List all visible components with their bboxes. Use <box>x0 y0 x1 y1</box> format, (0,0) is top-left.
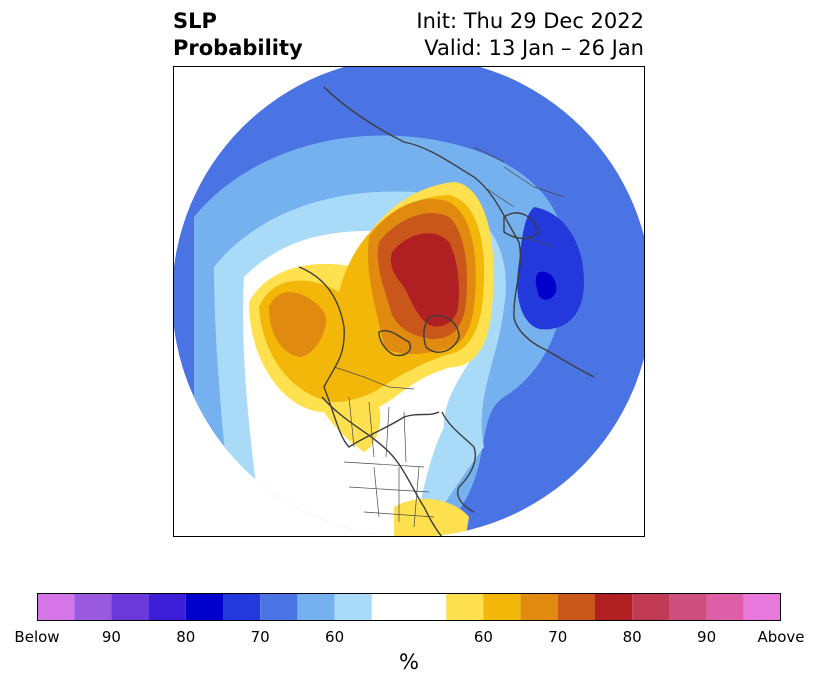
colorbar-tick-label: 70 <box>548 628 568 646</box>
colorbar-swatches <box>37 593 781 621</box>
us-west-coast <box>321 396 443 536</box>
colorbar-tick-label: 80 <box>176 628 196 646</box>
colorbar-tick-label: 90 <box>697 628 717 646</box>
blue-75 <box>517 207 584 330</box>
colorbar-swatch <box>595 593 633 621</box>
colorbar-swatch <box>111 593 149 621</box>
colorbar-swatch <box>520 593 558 621</box>
canada-us-border <box>333 366 415 390</box>
greenland-coast <box>423 315 460 353</box>
colorbar-swatch <box>557 593 595 621</box>
colorbar-swatch <box>185 593 223 621</box>
colorbar-tick-label: 60 <box>473 628 493 646</box>
province-borders <box>348 396 407 463</box>
eurasia-borders <box>473 146 565 248</box>
eurasia-coast <box>323 86 595 378</box>
colorbar-swatch <box>148 593 186 621</box>
title-variable: SLP <box>173 9 217 33</box>
map-title: SLP Probability <box>173 8 303 62</box>
colorbar-swatch <box>669 593 707 621</box>
forecast-dates: Init: Thu 29 Dec 2022 Valid: 13 Jan – 26… <box>416 8 644 62</box>
init-date: Init: Thu 29 Dec 2022 <box>416 9 644 33</box>
probability-map <box>173 66 645 537</box>
probability-shading <box>174 67 644 536</box>
colorbar-swatch <box>371 593 447 621</box>
colorbar <box>37 593 781 621</box>
colorbar-swatch <box>743 593 781 621</box>
colorbar-border <box>37 593 781 621</box>
scandinavia-coast <box>503 212 540 240</box>
colorbar-swatch <box>446 593 484 621</box>
us-state-borders <box>343 461 435 528</box>
colorbar-tick-label: 80 <box>622 628 642 646</box>
colorbar-tick-label: Above <box>757 628 805 646</box>
borders <box>333 146 565 528</box>
colorbar-tick-label: Below <box>14 628 60 646</box>
colorbar-swatch <box>483 593 521 621</box>
colorbar-swatch <box>632 593 670 621</box>
colorbar-swatch <box>37 593 75 621</box>
colorbar-tick-label: 70 <box>250 628 270 646</box>
colorbar-tick-label: 60 <box>325 628 345 646</box>
colorbar-tick-label: 90 <box>101 628 121 646</box>
title-kind: Probability <box>173 36 303 60</box>
colorbar-swatch <box>260 593 298 621</box>
colorbar-unit: % <box>399 650 419 674</box>
polar-map-canvas <box>174 67 644 536</box>
us-east-coast <box>441 411 476 513</box>
colorbar-swatch <box>334 593 372 621</box>
colorbar-swatch <box>74 593 112 621</box>
colorbar-swatch <box>297 593 335 621</box>
valid-dates: Valid: 13 Jan – 26 Jan <box>424 36 644 60</box>
colorbar-swatch <box>706 593 744 621</box>
colorbar-swatch <box>223 593 261 621</box>
arctic-archipelago <box>378 330 411 357</box>
red-80 <box>390 233 459 327</box>
blue-85 <box>535 271 557 300</box>
